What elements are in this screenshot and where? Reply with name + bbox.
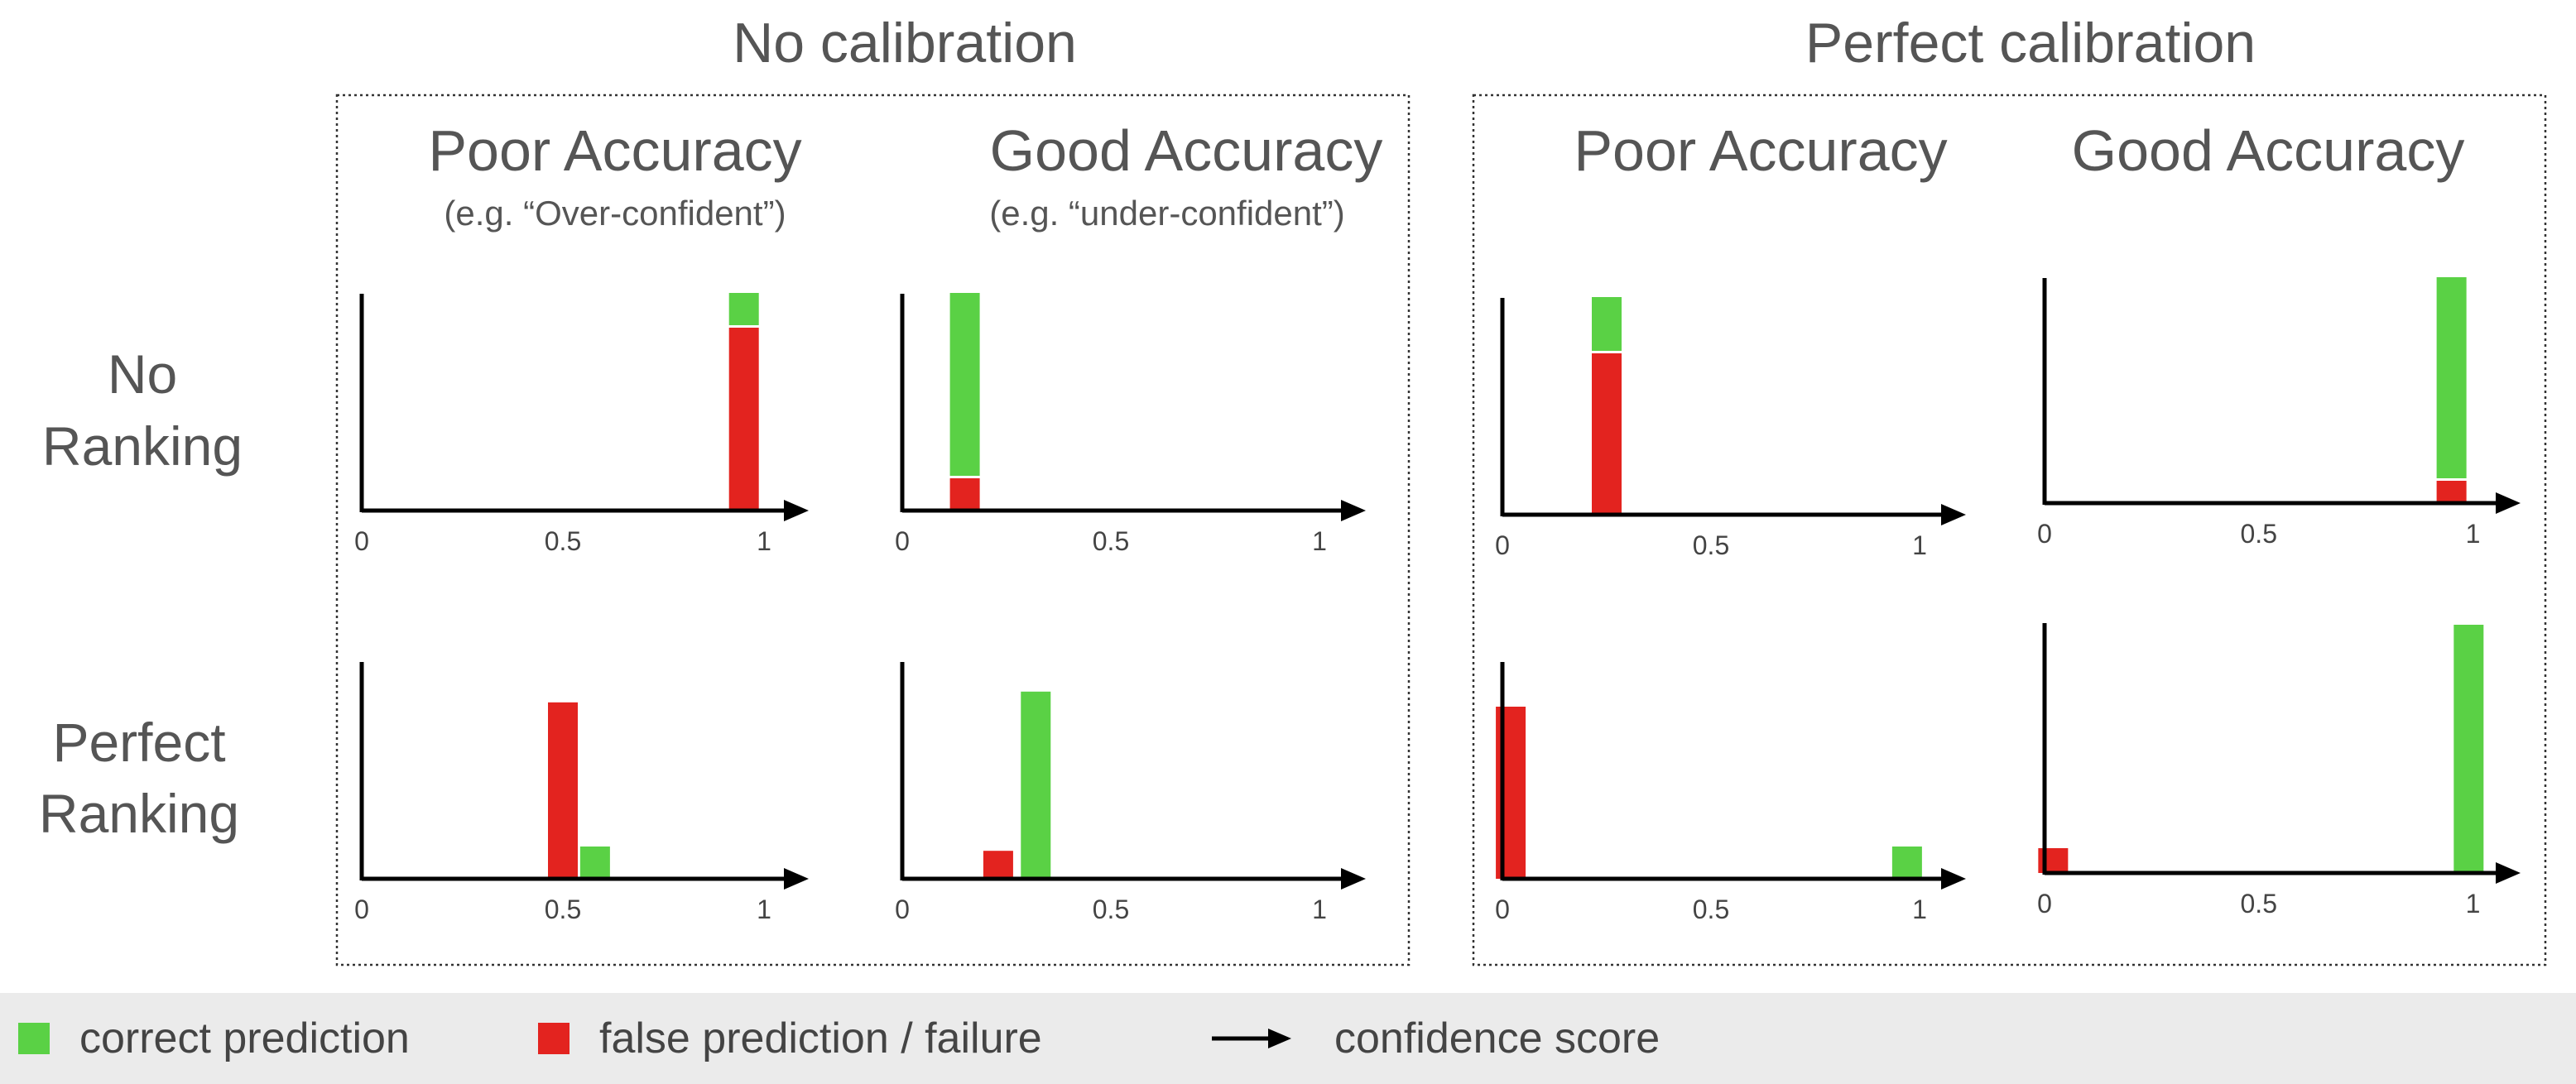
histogram-panel-7: 0 0.5 1 [1495, 662, 1966, 924]
x-tick-label: 0.5 [1093, 895, 1129, 924]
row-label-perfect-ranking-line1: Perfect [52, 712, 225, 773]
x-tick-label: 0 [2037, 519, 2052, 549]
x-tick-label: 0 [1495, 530, 1510, 560]
axis-arrowhead [2496, 862, 2521, 884]
x-tick-label: 0.5 [2241, 519, 2277, 549]
column-title-good-accuracy-2: Good Accuracy [2072, 118, 2465, 183]
x-tick-label: 0.5 [1693, 895, 1729, 924]
legend-item-failure: false prediction / failure [538, 1014, 1042, 1062]
correct-bar [949, 293, 980, 476]
legend-label-failure: false prediction / failure [599, 1014, 1042, 1062]
histogram-panel-2: 0 0.5 1 [895, 293, 1366, 556]
legend-swatch-failure [538, 1023, 570, 1054]
histogram-panel-1: 0 0.5 1 [354, 293, 809, 556]
x-tick-label: 0.5 [2241, 889, 2277, 919]
axis-arrowhead [1341, 500, 1366, 521]
correct-bar [728, 293, 759, 325]
correct-bar [579, 847, 610, 879]
group-title-no-calibration: No calibration [733, 12, 1077, 74]
group-title-perfect-calibration: Perfect calibration [1805, 12, 2256, 74]
failure-bar [1496, 707, 1526, 879]
x-tick-label: 1 [1312, 895, 1327, 924]
x-tick-label: 1 [1912, 895, 1927, 924]
group-box-no-calibration [335, 94, 1411, 966]
x-tick-label: 0 [895, 895, 910, 924]
x-tick-label: 0.5 [545, 895, 581, 924]
axis-arrowhead [784, 500, 809, 521]
axis-arrowhead [784, 868, 809, 890]
x-tick-label: 0 [2037, 889, 2052, 919]
row-label-perfect-ranking-line2: Ranking [39, 783, 239, 844]
axis-arrowhead [1941, 868, 1966, 890]
correct-bar [1592, 297, 1622, 351]
column-title-good-accuracy-1: Good Accuracy [990, 118, 1383, 183]
group-box-perfect-calibration [1472, 94, 2547, 966]
correct-bar [2453, 625, 2484, 873]
failure-bar [728, 328, 759, 511]
column-title-poor-accuracy-2: Poor Accuracy [1574, 118, 1947, 183]
failure-bar [1592, 353, 1622, 515]
x-tick-label: 0 [895, 526, 910, 556]
column-title-poor-accuracy-1: Poor Accuracy [428, 118, 801, 183]
x-tick-label: 0 [354, 526, 369, 556]
x-tick-label: 0.5 [1093, 526, 1129, 556]
x-tick-label: 0 [1495, 895, 1510, 924]
correct-bar [1021, 691, 1051, 879]
x-tick-label: 0 [354, 895, 369, 924]
row-label-no-ranking-line2: Ranking [42, 415, 243, 477]
row-label-no-ranking-line1: No [108, 343, 177, 405]
histogram-panel-3: 0 0.5 1 [1495, 297, 1966, 560]
failure-bar [949, 478, 980, 511]
histogram-panel-6: 0 0.5 1 [895, 662, 1366, 924]
x-tick-label: 1 [757, 526, 771, 556]
arrow-right-icon [1212, 1029, 1291, 1048]
failure-bar [2436, 481, 2467, 503]
x-tick-label: 1 [1312, 526, 1327, 556]
x-tick-label: 1 [757, 895, 771, 924]
x-tick-label: 1 [1912, 530, 1927, 560]
legend-label-confidence: confidence score [1334, 1014, 1660, 1062]
legend-item-confidence: confidence score [1210, 1014, 1660, 1062]
column-subtitle-poor-accuracy-1: (e.g. “Over-confident”) [444, 194, 786, 233]
histogram-panel-5: 0 0.5 1 [354, 662, 809, 924]
x-tick-label: 0.5 [1693, 530, 1729, 560]
axis-arrowhead [1941, 504, 1966, 525]
failure-bar [983, 851, 1013, 879]
histogram-panel-4: 0 0.5 1 [2037, 277, 2521, 549]
x-tick-label: 1 [2466, 519, 2481, 549]
axis-arrowhead [2496, 492, 2521, 514]
column-subtitle-good-accuracy-1: (e.g. “under-confident”) [989, 194, 1345, 233]
correct-bar [2436, 277, 2467, 478]
legend-label-correct: correct prediction [79, 1014, 410, 1062]
charts-layer: 0 0.5 1 0 0.5 1 0 0.5 1 0 0.5 10 0.5 1 0 0.5 1 0 0.5 1 0 0.5 1 [354, 277, 2521, 924]
histogram-panel-8: 0 0.5 1 [2037, 623, 2521, 919]
axis-arrowhead [1341, 868, 1366, 890]
failure-bar [548, 702, 578, 879]
x-tick-label: 1 [2466, 889, 2481, 919]
x-tick-label: 0.5 [545, 526, 581, 556]
legend-swatch-correct [18, 1023, 50, 1054]
correct-bar [1891, 847, 1922, 879]
legend-item-correct: correct prediction [18, 1014, 410, 1062]
